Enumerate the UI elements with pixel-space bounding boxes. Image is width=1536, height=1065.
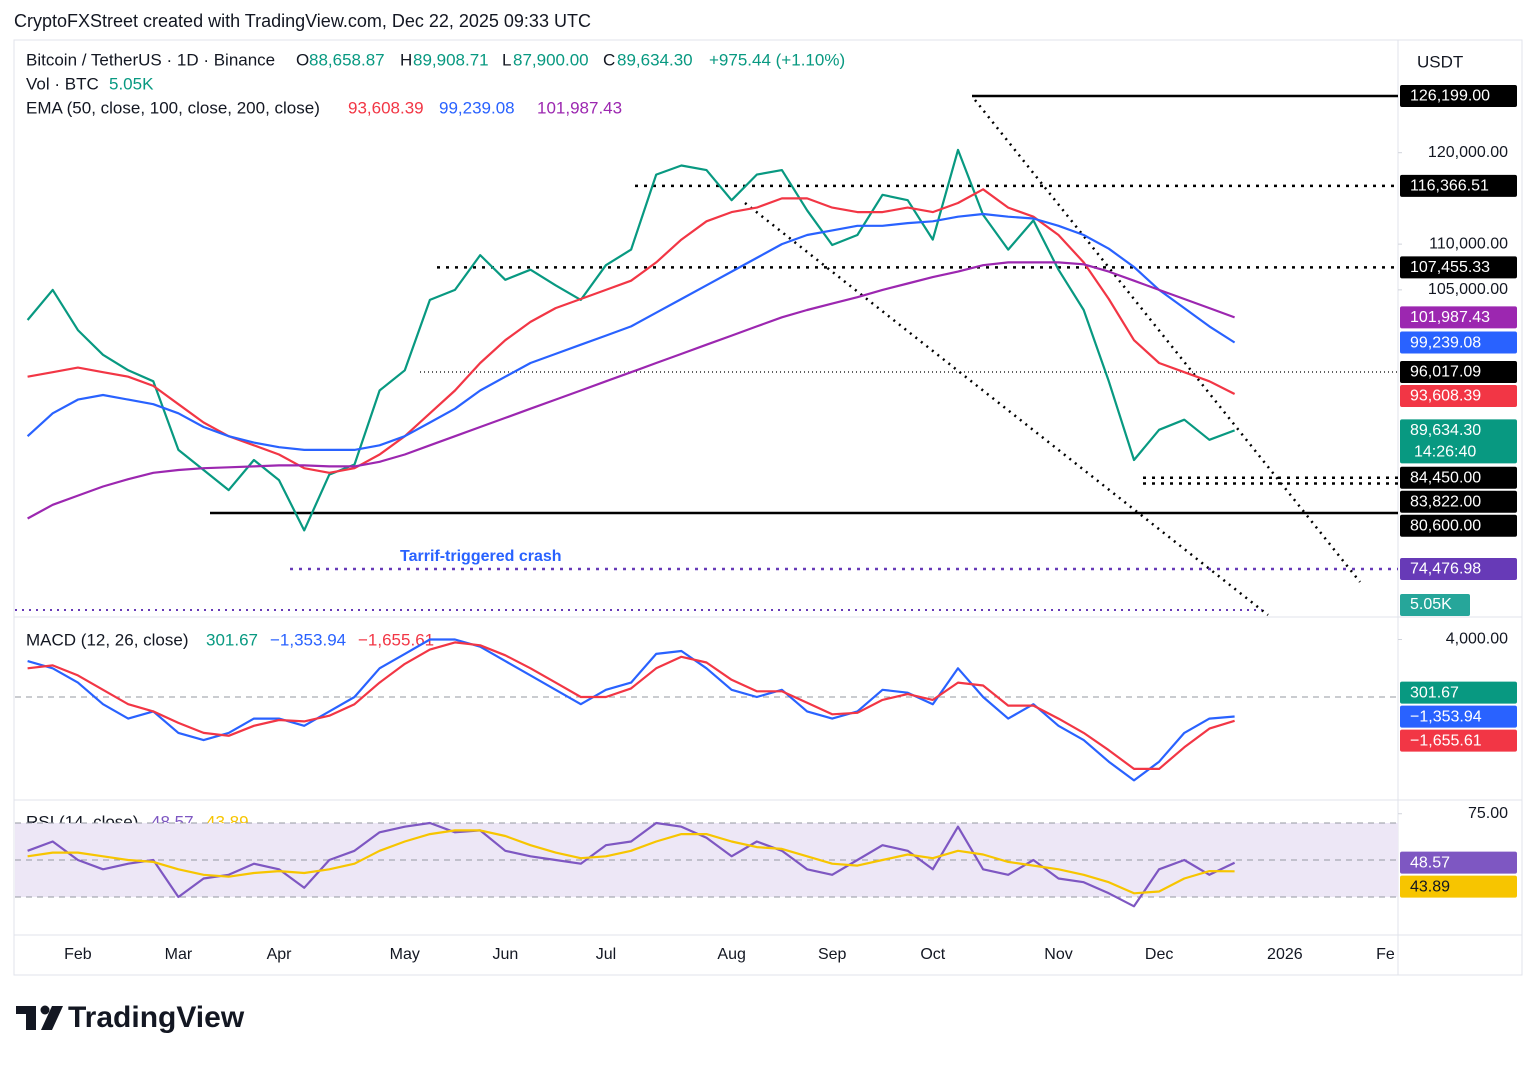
y-tick-label: 110,000.00 (1429, 235, 1508, 252)
trend-line (744, 202, 1269, 616)
price-label-box (1400, 84, 1517, 107)
price-label-box (1400, 557, 1517, 580)
ema-value: 99,239.08 (439, 98, 515, 117)
price-label: 116,366.51 (1410, 178, 1489, 195)
x-tick-label: Fe (1376, 946, 1395, 963)
price-label-box (1400, 490, 1517, 513)
ohlc-value: 89,908.71 (413, 50, 489, 69)
price-label: 301.67 (1410, 684, 1459, 701)
logo-text: TradingView (68, 1001, 245, 1034)
x-tick-label: Jul (596, 946, 616, 963)
change: +975.44 (+1.10%) (709, 50, 845, 69)
price-label-box (1400, 705, 1517, 728)
legend: Bitcoin / TetherUS · 1D · Binance O 88,6… (26, 50, 845, 831)
price-label: 96,017.09 (1410, 364, 1481, 381)
series-line (27, 261, 1235, 520)
series-line (26, 148, 1235, 532)
price-label: 101,987.43 (1410, 309, 1490, 326)
price-label: 89,634.30 (1410, 422, 1481, 439)
macd-hist-value: 301.67 (206, 630, 258, 649)
price-label: 107,455.33 (1410, 259, 1490, 276)
price-label: 126,199.00 (1410, 88, 1490, 105)
ohlc-key: H (400, 50, 412, 69)
attribution: CryptoFXStreet created with TradingView.… (14, 11, 591, 31)
x-tick-label: 2026 (1267, 946, 1303, 963)
ema-value: 93,608.39 (348, 98, 424, 117)
price-label-box (1400, 851, 1517, 874)
price-label: 48.57 (1410, 854, 1450, 871)
y-tick-label: 105,000.00 (1428, 281, 1508, 298)
series-line (27, 821, 1236, 908)
ema-value: 101,987.43 (537, 98, 622, 117)
price-label-box (1400, 514, 1517, 537)
countdown: 14:26:40 (1414, 444, 1476, 461)
ohlc-key: O (296, 50, 309, 69)
logo-mark (41, 1006, 63, 1030)
macd-value: −1,353.94 (270, 630, 346, 649)
rsi-band (15, 822, 1398, 898)
x-tick-label: Sep (818, 946, 847, 963)
price-label-box (1400, 331, 1517, 354)
price-label-box (1400, 729, 1517, 752)
x-tick-label: Apr (267, 946, 293, 963)
y-tick-label: 4,000.00 (1446, 631, 1508, 648)
logo: TradingView (16, 1001, 245, 1034)
price-label-box (1400, 466, 1517, 489)
price-label: −1,655.61 (1410, 732, 1482, 749)
price-label-box (1400, 174, 1517, 197)
price-label-box (1400, 361, 1517, 384)
price-label-box (1400, 681, 1517, 704)
macd-title: MACD (12, 26, close) (26, 630, 189, 649)
trend-line (974, 99, 1361, 583)
price-label: 80,600.00 (1410, 518, 1481, 535)
series-line (27, 638, 1235, 782)
price-label: 74,476.98 (1410, 561, 1481, 578)
x-tick-label: Aug (717, 946, 745, 963)
x-tick-label: Mar (165, 946, 193, 963)
volume-box-label: 5.05K (1410, 596, 1452, 613)
logo-mark (26, 1006, 36, 1030)
y-tick-label: 75.00 (1468, 805, 1508, 822)
price-label: 99,239.08 (1410, 334, 1481, 351)
series-line (26, 212, 1236, 451)
series-line (27, 641, 1235, 770)
chart-frame (13, 39, 1523, 976)
x-tick-label: Dec (1145, 946, 1173, 963)
price-label-box (1400, 385, 1517, 408)
volume-value: 5.05K (109, 74, 154, 93)
price-label: −1,353.94 (1410, 708, 1482, 725)
signal-value: −1,655.61 (358, 630, 434, 649)
price-label-box (1400, 875, 1517, 898)
series-line (27, 829, 1235, 895)
indicator-title: EMA (50, close, 100, close, 200, close) (26, 98, 320, 117)
price-label: 83,822.00 (1410, 494, 1481, 511)
price-label: 84,450.00 (1410, 470, 1481, 487)
ohlc-value: 88,658.87 (309, 50, 385, 69)
ohlc-key: C (603, 50, 615, 69)
x-tick-label: Nov (1044, 946, 1072, 963)
symbol: Bitcoin / TetherUS · 1D · Binance (26, 50, 275, 69)
currency: USDT (1417, 52, 1463, 71)
price-label: 93,608.39 (1410, 388, 1481, 405)
annotation: Tarrif-triggered crash (400, 548, 562, 565)
volume-box (1400, 594, 1470, 616)
ohlc-value: 89,634.30 (617, 50, 693, 69)
x-tick-label: Oct (920, 946, 945, 963)
price-label-box (1400, 306, 1517, 329)
y-tick-label: 120,000.00 (1428, 144, 1508, 161)
ohlc-value: 87,900.00 (513, 50, 589, 69)
x-tick-label: Jun (492, 946, 518, 963)
price-label-box (1400, 419, 1517, 464)
x-tick-label: Feb (64, 946, 92, 963)
volume-title: Vol · BTC (26, 74, 99, 93)
logo-mark (40, 1005, 50, 1015)
x-tick-label: May (390, 946, 420, 963)
ohlc-key: L (502, 50, 511, 69)
price-label: 43.89 (1410, 878, 1450, 895)
price-label-box (1400, 256, 1517, 279)
